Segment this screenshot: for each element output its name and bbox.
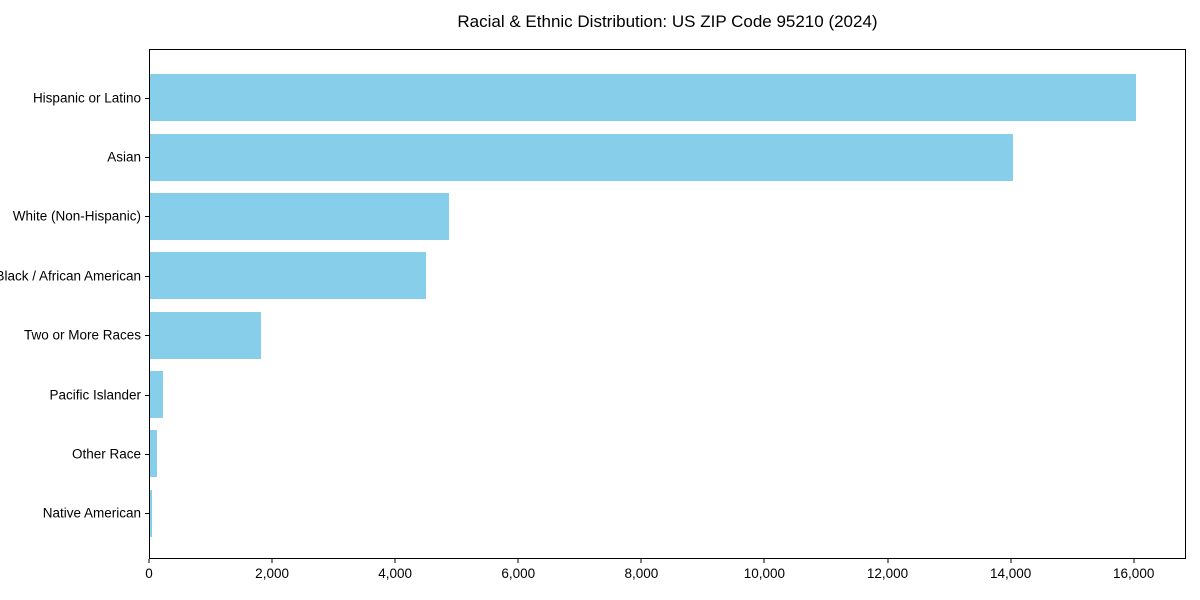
bar-row: Asian	[107, 127, 1185, 186]
y-tick-mark	[145, 275, 149, 277]
bar	[150, 133, 1013, 181]
bar	[150, 252, 427, 300]
x-tick-label: 2,000	[255, 566, 289, 581]
x-tick-label: 4,000	[378, 566, 413, 581]
x-tick-mark	[1133, 559, 1135, 563]
x-tick-label: 0	[145, 566, 153, 581]
y-tick-mark	[145, 335, 149, 337]
bar-row: Hispanic or Latino	[33, 68, 1185, 127]
y-axis-category-label: Hispanic or Latino	[32, 90, 141, 106]
y-tick-mark	[145, 394, 149, 396]
y-tick-mark	[145, 453, 149, 455]
chart-title: Racial & Ethnic Distribution: US ZIP Cod…	[457, 12, 878, 31]
x-axis: 0 2,000 4,000 6,000 8,000 10,000 12,000 14,000 1…	[145, 559, 1186, 594]
x-tick-mark	[148, 559, 150, 563]
x-tick-label: 8,000	[624, 566, 659, 581]
bar	[150, 311, 261, 359]
x-tick-mark	[763, 559, 765, 563]
x-tick-mark	[271, 559, 273, 563]
x-tick-label: 12,000	[866, 566, 909, 581]
plot-rows: Hispanic or Latino Asian White (Non-Hispan…	[0, 50, 1185, 558]
y-tick-mark	[145, 157, 149, 159]
y-axis-category-label: Asian	[107, 149, 141, 165]
bar	[150, 430, 158, 478]
x-tick-mark	[640, 559, 642, 563]
bar-row: Two or More Races	[24, 306, 1185, 365]
y-axis-category-label: Pacific Islander	[49, 387, 141, 403]
x-tick-label: 16,000	[1113, 566, 1155, 581]
bar	[150, 371, 163, 419]
y-tick-mark	[145, 97, 149, 99]
y-axis-category-label: Black / African American	[0, 268, 141, 284]
bar-row: Pacific Islander	[49, 365, 1185, 424]
bar-row: Other Race	[72, 424, 1185, 483]
y-tick-mark	[145, 216, 149, 218]
bar	[150, 74, 1136, 122]
x-tick-mark	[517, 559, 519, 563]
y-axis-category-label: Native American	[42, 505, 141, 521]
bar-row: Black / African American	[0, 246, 1185, 305]
bar-row: White (Non-Hispanic)	[13, 187, 1185, 246]
y-tick-mark	[145, 513, 149, 515]
bar-row: Native American	[43, 484, 1185, 543]
x-tick-mark	[394, 559, 396, 563]
bar	[150, 192, 449, 240]
x-tick-mark	[1010, 559, 1012, 563]
plot-area: Hispanic or Latino Asian White (Non-Hispan…	[0, 49, 1186, 559]
y-axis-category-label: Two or More Races	[23, 327, 141, 343]
y-axis-category-label: White (Non-Hispanic)	[12, 208, 141, 224]
bar	[150, 489, 152, 537]
x-tick-mark	[887, 559, 889, 563]
x-tick-label: 10,000	[743, 566, 786, 581]
y-axis-category-label: Other Race	[71, 446, 141, 462]
x-tick-label: 14,000	[989, 566, 1032, 581]
x-tick-label: 6,000	[501, 566, 536, 581]
